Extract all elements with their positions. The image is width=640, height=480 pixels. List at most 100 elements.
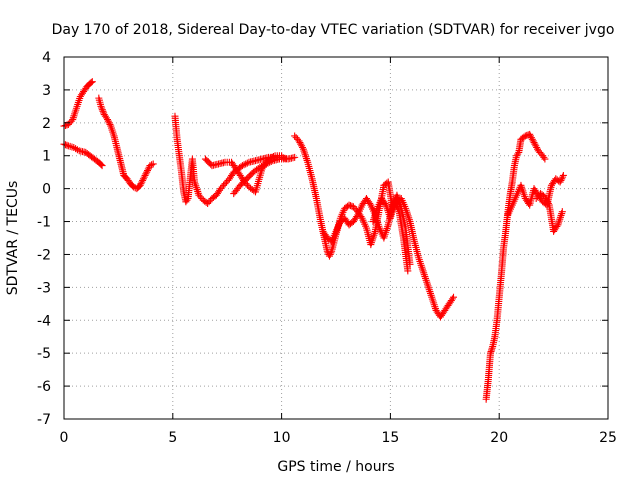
data-point [425,284,433,292]
data-point [544,198,552,206]
data-point [104,116,112,124]
data-point [429,297,437,305]
data-point [544,199,552,207]
data-point [428,293,436,301]
series-seg10 [482,130,549,403]
data-point [195,191,203,199]
data-point [143,168,151,176]
data-point [326,250,334,258]
data-point [430,299,438,307]
data-point [541,155,549,163]
data-point [422,276,430,284]
data-point [302,153,310,161]
data-point [97,102,105,110]
axis-ticks [63,56,609,420]
data-point [259,162,267,170]
data-point [540,153,548,161]
x-tick-label: 15 [381,430,399,446]
y-tick-label: 2 [42,116,51,132]
data-point [71,108,79,116]
series-seg6 [230,155,290,198]
data-point [72,106,80,114]
series-seg7 [291,132,458,321]
data-point [526,130,534,138]
data-point [351,204,359,212]
data-point [419,267,427,275]
data-point [559,173,567,181]
data-point [140,173,148,181]
data-point [556,215,564,223]
y-tick-label: -6 [37,379,51,395]
data-point [541,193,549,201]
data-point [98,106,106,114]
data-point [422,274,430,282]
data-point [148,161,156,169]
series-seg1 [60,78,96,130]
y-tick-label: 4 [42,50,51,66]
data-point [520,133,528,141]
data-point [67,117,75,125]
data-point [205,198,213,206]
data-point [534,147,542,155]
data-point [257,162,265,170]
data-point [558,208,566,216]
data-point [527,134,535,142]
data-point [529,137,537,145]
x-tick-label: 0 [60,430,69,446]
data-point [327,249,335,257]
data-point [149,160,157,168]
data-point [262,160,270,168]
series-seg12 [532,190,566,235]
data-point [98,104,106,112]
data-point [264,159,272,167]
data-point [553,222,561,230]
data-point [144,167,152,175]
data-point [416,258,424,266]
data-point [243,159,251,167]
data-point [193,186,201,194]
data-point [527,132,535,140]
data-point [421,273,429,281]
data-point [301,151,309,159]
data-point [88,78,96,86]
data-point [100,109,108,117]
plot-frame [63,56,609,420]
series-seg4 [171,112,299,207]
chart-title: Day 170 of 2018, Sidereal Day-to-day VTE… [52,22,615,38]
series-seg9 [369,195,412,275]
data-point [98,162,106,170]
data-point [542,195,550,203]
data-point [295,137,303,145]
data-point [291,153,299,161]
data-point [425,286,433,294]
data-point [137,180,145,188]
data-point [261,161,269,169]
data-point [417,261,425,269]
data-point [256,163,264,171]
data-point [217,185,225,193]
data-point [532,195,540,203]
data-point [558,210,566,218]
series-seg2 [60,140,106,170]
data-point [99,107,107,115]
data-point [297,140,305,148]
data-point [558,175,566,183]
x-tick-labels: 0 5 10 15 20 25 [60,430,617,446]
data-point [71,110,79,118]
data-point [559,171,567,179]
data-point [204,199,212,207]
series-seg3 [95,94,157,193]
y-tick-label: -3 [37,280,51,296]
data-point [420,271,428,279]
y-axis-label: SDTVAR / TECUs [5,181,21,296]
data-point [192,182,200,190]
y-tick-label: -4 [37,313,51,329]
data-point [146,162,154,170]
data-point [105,119,113,127]
data-point [139,176,147,184]
data-point [532,142,540,150]
data-point [238,162,246,170]
data-point [325,252,333,260]
data-point [531,140,539,148]
